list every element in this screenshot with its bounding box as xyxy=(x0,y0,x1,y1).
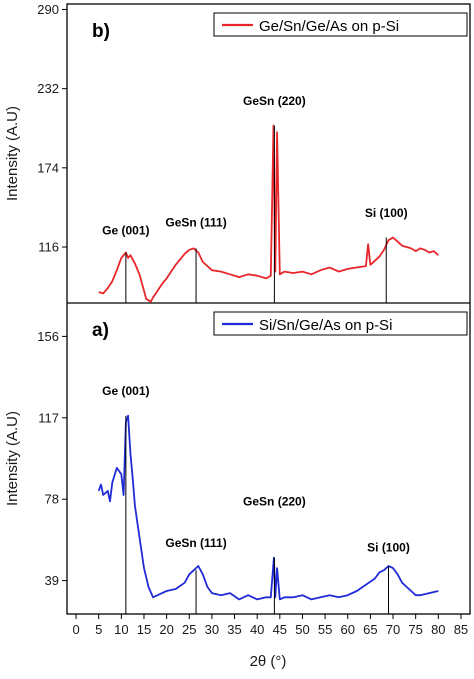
x-tick-label: 10 xyxy=(114,622,128,637)
x-axis-title: 2θ (°) xyxy=(250,653,287,670)
series-line-a xyxy=(97,414,439,601)
legend-box-b xyxy=(213,12,468,37)
panel-label-a: a) xyxy=(92,320,109,341)
series-line-b xyxy=(98,124,439,303)
peak-label-b: GeSn (111) xyxy=(165,216,226,230)
y-tick-label-b: 232 xyxy=(37,81,59,96)
x-tick-label: 20 xyxy=(159,622,173,637)
y-axis-title-b: Intensity (A.U) xyxy=(4,106,21,201)
y-tick-label-b: 116 xyxy=(38,240,59,255)
x-tick-label: 50 xyxy=(295,622,309,637)
x-tick-label: 0 xyxy=(72,622,79,637)
legend-a: Si/Sn/Ge/As on p-Si xyxy=(213,311,468,336)
peak-label-a: Ge (001) xyxy=(102,384,149,398)
x-tick-label: 40 xyxy=(250,622,264,637)
x-tick-label: 70 xyxy=(386,622,400,637)
peak-label-a: GeSn (220) xyxy=(243,494,306,508)
panel-label-b: b) xyxy=(92,21,110,42)
x-tick-label: 35 xyxy=(227,622,241,637)
peak-label-b: Si (100) xyxy=(365,206,408,220)
legend-box-a xyxy=(213,311,468,336)
y-tick-label-a: 78 xyxy=(45,492,59,507)
x-tick-label: 25 xyxy=(182,622,196,637)
plot-frame xyxy=(66,3,471,615)
panel-a: 39 78 117 156 Intensity (A.U) Ge (001) GeSn (1… xyxy=(4,311,468,614)
panel-b: 116 174 232 290 Intensity (A.U) Ge (001) GeSn … xyxy=(4,2,468,303)
x-tick-label: 45 xyxy=(273,622,287,637)
x-tick-label: 30 xyxy=(205,622,219,637)
peak-label-b: Ge (001) xyxy=(102,224,149,238)
x-tick-label: 55 xyxy=(318,622,332,637)
x-tick-label: 60 xyxy=(341,622,355,637)
y-tick-label-a: 39 xyxy=(45,573,59,588)
x-tick-label: 85 xyxy=(454,622,468,637)
y-tick-label-a: 156 xyxy=(37,329,59,344)
y-axis-title-a: Intensity (A.U) xyxy=(4,411,21,506)
x-tick-label: 80 xyxy=(431,622,445,637)
peak-label-a: GeSn (111) xyxy=(165,536,226,550)
legend-label-a: Si/Sn/Ge/As on p-Si xyxy=(259,317,392,334)
legend-label-b: Ge/Sn/Ge/As on p-Si xyxy=(259,18,399,35)
peak-label-a: Si (100) xyxy=(367,540,410,554)
x-tick-label: 65 xyxy=(363,622,377,637)
y-tick-label-a: 117 xyxy=(38,410,59,425)
legend-b: Ge/Sn/Ge/As on p-Si xyxy=(213,12,468,37)
x-axis: 0 5 10 15 20 25 30 35 40 45 50 55 60 65 70 75 80 85 2θ (°) xyxy=(72,614,468,670)
x-tick-label: 15 xyxy=(137,622,151,637)
x-tick-label: 5 xyxy=(95,622,102,637)
y-tick-label-b: 290 xyxy=(37,2,59,17)
y-tick-label-b: 174 xyxy=(37,160,59,175)
peak-label-b: GeSn (220) xyxy=(243,94,306,108)
x-tick-label: 75 xyxy=(408,622,422,637)
